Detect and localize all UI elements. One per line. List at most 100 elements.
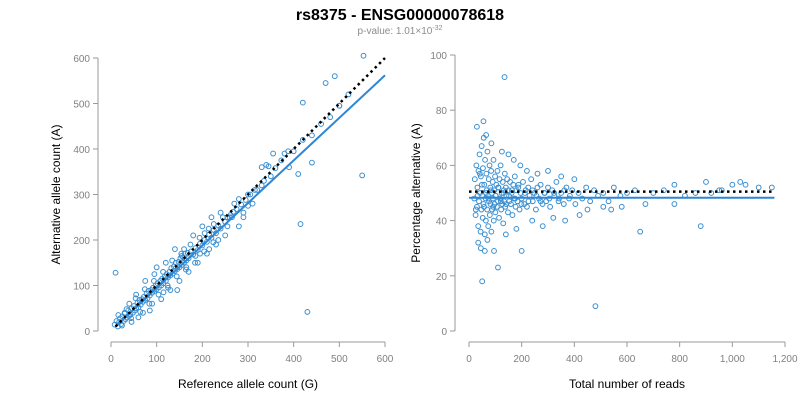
- left-y-tick-label: 500: [73, 100, 90, 111]
- right-data-point: [605, 198, 612, 205]
- right-data-point: [492, 173, 498, 180]
- right-data-point: [500, 190, 507, 196]
- left-data-point: [254, 187, 261, 193]
- right-y-tick-label: 60: [436, 161, 448, 172]
- left-data-point: [115, 312, 122, 318]
- left-data-point: [215, 237, 222, 243]
- chart-title: rs8375 - ENSG00000078618: [296, 7, 504, 24]
- left-data-point: [359, 172, 366, 179]
- left-data-point: [204, 238, 210, 245]
- right-data-point: [742, 181, 749, 188]
- right-data-point: [550, 214, 557, 221]
- right-data-point: [474, 123, 480, 130]
- left-data-point: [322, 80, 329, 86]
- right-data-point: [491, 248, 497, 254]
- right-data-point: [502, 203, 509, 210]
- right-data-point: [487, 187, 494, 194]
- right-data-point: [498, 206, 505, 213]
- right-data-point: [480, 165, 486, 172]
- right-data-point: [671, 181, 678, 188]
- left-data-point: [149, 300, 156, 307]
- left-y-tick-label: 400: [73, 145, 90, 156]
- right-y-tick-label: 100: [430, 51, 447, 62]
- right-data-point: [497, 162, 504, 169]
- right-data-point: [477, 173, 484, 180]
- right-data-point: [485, 223, 492, 230]
- left-data-point: [181, 246, 187, 253]
- right-data-point: [503, 201, 510, 207]
- right-data-point: [480, 118, 487, 125]
- left-y-tick-label: 600: [73, 54, 90, 65]
- left-data-point: [123, 306, 130, 313]
- right-data-point: [475, 223, 482, 230]
- right-data-point: [471, 176, 478, 183]
- left-data-point: [112, 269, 119, 276]
- right-data-point: [483, 132, 490, 138]
- right-data-point: [500, 220, 507, 227]
- left-data-point: [164, 282, 171, 289]
- left-y-tick-label: 0: [84, 327, 90, 338]
- right-data-point: [502, 231, 509, 238]
- right-data-point: [561, 187, 568, 194]
- left-y-axis-label: Alternative allele count (A): [49, 124, 63, 264]
- right-data-point: [478, 143, 485, 149]
- right-data-point: [555, 198, 562, 205]
- left-x-tick-label: 500: [331, 354, 348, 365]
- left-data-point: [176, 278, 183, 284]
- right-data-point: [592, 303, 599, 310]
- right-data-point: [496, 214, 502, 221]
- left-data-point: [229, 214, 235, 221]
- right-data-point: [483, 190, 490, 196]
- left-data-point: [142, 278, 149, 284]
- right-data-point: [755, 184, 762, 191]
- right-data-point: [703, 179, 709, 185]
- right-data-point: [729, 181, 736, 188]
- right-x-tick-label: 1,200: [772, 354, 797, 365]
- right-data-point: [632, 187, 638, 194]
- right-data-point: [583, 184, 590, 191]
- right-data-point: [475, 239, 482, 246]
- right-x-tick-label: 400: [566, 354, 583, 365]
- right-y-tick-label: 0: [441, 327, 447, 338]
- left-y-tick-label: 100: [73, 282, 90, 293]
- right-data-point: [477, 245, 484, 252]
- left-data-point: [213, 230, 219, 237]
- right-data-point: [737, 179, 744, 185]
- left-data-point: [192, 259, 198, 266]
- right-data-point: [483, 187, 490, 194]
- right-data-point: [507, 179, 513, 185]
- right-data-point: [539, 223, 546, 230]
- right-data-point: [474, 184, 481, 191]
- left-data-point: [270, 150, 277, 157]
- left-data-point: [263, 162, 270, 168]
- left-data-point: [128, 315, 134, 322]
- allele-count-scatter-plot: 0 100 200 300 400 500 600 0 100 200 300 400 500 600 Re…: [49, 52, 394, 391]
- left-data-point: [210, 239, 217, 246]
- right-data-point: [692, 190, 699, 196]
- left-data-point: [267, 173, 274, 180]
- right-data-point: [475, 168, 482, 174]
- p-value-exponent: -32: [432, 25, 442, 32]
- right-data-point: [571, 176, 578, 183]
- left-data-point: [309, 159, 315, 166]
- right-y-axis-label: Percentage alternative (A): [409, 123, 423, 262]
- right-data-point: [483, 170, 490, 177]
- right-data-point: [525, 184, 532, 191]
- right-data-point: [474, 203, 480, 210]
- left-data-point: [206, 246, 213, 253]
- left-data-point: [140, 309, 146, 316]
- left-data-point: [126, 300, 133, 307]
- left-data-point: [240, 214, 247, 221]
- right-data-point: [517, 162, 524, 169]
- right-data-point: [543, 198, 550, 205]
- right-data-point: [505, 209, 511, 216]
- right-data-point: [490, 203, 497, 210]
- left-data-point: [135, 314, 142, 321]
- left-data-point: [190, 232, 197, 239]
- left-data-point: [173, 273, 180, 280]
- right-data-point: [716, 187, 723, 194]
- left-data-point: [201, 248, 208, 255]
- right-y-tick-label: 40: [436, 217, 448, 228]
- right-data-point: [584, 206, 591, 213]
- right-data-point: [481, 231, 488, 238]
